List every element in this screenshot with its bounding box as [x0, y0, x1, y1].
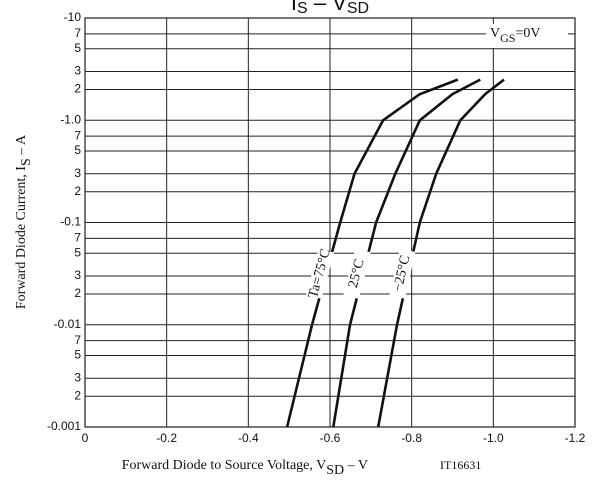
y-tick-label: 2	[74, 82, 81, 96]
series-line	[332, 78, 481, 428]
y-tick-label: 5	[74, 143, 81, 157]
y-tick-label: 3	[74, 64, 81, 78]
y-tick-label: 3	[74, 268, 81, 282]
y-tick-label: -0.1	[60, 215, 81, 229]
x-tick-label: -0.8	[401, 431, 422, 445]
series-label: 25°C	[346, 258, 368, 290]
x-axis-label: Forward Diode to Source Voltage, VSD – V	[122, 458, 368, 478]
y-tick-label: -10	[64, 10, 82, 24]
title-part: I	[291, 0, 297, 15]
annotation-box	[486, 24, 568, 48]
x-tick-label: -1.0	[483, 431, 504, 445]
y-tick-label: 5	[74, 245, 81, 259]
y-tick-label: 7	[74, 333, 81, 347]
y-tick-label: 7	[74, 231, 81, 245]
annotation-sub: GS	[500, 31, 515, 45]
y-tick-label: 7	[74, 26, 81, 40]
x-tick-label: -0.4	[238, 431, 259, 445]
y-tick-label: 7	[74, 128, 81, 142]
label-part: – A	[14, 134, 29, 158]
label-part: Forward Diode Current, I	[14, 166, 29, 309]
figure-id: IT16631	[440, 458, 481, 472]
y-axis-label: Forward Diode Current, IS – A	[14, 134, 34, 309]
y-tick-label: -0.001	[47, 419, 81, 433]
y-tick-label: 5	[74, 348, 81, 362]
label-part: Forward Diode to Source Voltage, V	[122, 458, 327, 473]
label-bg	[306, 248, 335, 299]
y-tick-label: 3	[74, 370, 81, 384]
label-part: – V	[344, 458, 368, 473]
y-tick-label: -0.01	[54, 317, 82, 331]
x-tick-label: 0	[82, 431, 89, 445]
y-tick-label: 2	[74, 286, 81, 300]
label-sub: SD	[326, 463, 344, 478]
y-tick-label: 2	[74, 184, 81, 198]
title-sub: SD	[347, 0, 369, 17]
x-tick-label: -1.2	[565, 431, 586, 445]
label-bg	[389, 248, 416, 299]
series-line	[285, 78, 459, 428]
title-part: – V	[308, 0, 347, 15]
annotation-part: V	[490, 26, 500, 41]
x-tick-label: -0.2	[156, 431, 177, 445]
label-bg	[343, 248, 371, 299]
title-sub: S	[297, 0, 308, 17]
series-line	[376, 78, 505, 428]
y-tick-label: 2	[74, 388, 81, 402]
annotation-part: =0V	[515, 26, 540, 41]
y-tick-label: 3	[74, 166, 81, 180]
y-tick-label: 5	[74, 41, 81, 55]
x-tick-label: -0.6	[320, 431, 341, 445]
y-tick-label: -1.0	[60, 112, 81, 126]
annotation: VGS=0V	[490, 26, 540, 45]
chart-title: IS – VSD	[291, 0, 369, 17]
label-sub: S	[19, 158, 34, 166]
